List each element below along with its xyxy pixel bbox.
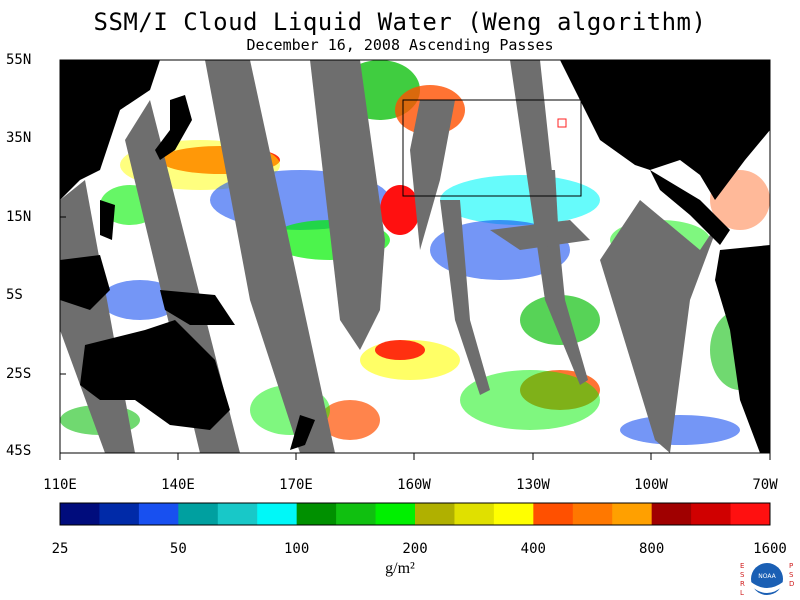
asia-land — [60, 60, 160, 200]
marker-box — [557, 118, 567, 128]
colorbar-swatch — [651, 503, 692, 525]
lat-label: 25S — [6, 366, 32, 382]
logo-letter: P — [789, 562, 793, 570]
colorbar-tick-label: 800 — [639, 541, 665, 557]
colorbar-swatch — [296, 503, 337, 525]
lon-label: 130W — [516, 477, 550, 493]
colorbar-swatch — [454, 503, 495, 525]
colorbar-tick-label: 25 — [51, 541, 69, 557]
land — [60, 60, 770, 453]
lat-label: 15N — [6, 209, 32, 225]
map-frame — [59, 59, 771, 454]
colorbar-swatch — [257, 503, 298, 525]
philippines-land — [100, 200, 115, 240]
logo-letter: S — [740, 571, 745, 579]
lon-label: 170E — [279, 477, 313, 493]
colorbar-swatch — [415, 503, 455, 525]
lat-label: 5S — [6, 287, 23, 303]
logo-letter: D — [789, 580, 794, 588]
colorbar-swatch — [336, 503, 377, 525]
lat-label: 35N — [6, 130, 32, 146]
colorbar-swatch — [178, 503, 219, 525]
colorbar-swatch — [730, 503, 771, 525]
colorbar-swatch — [691, 503, 732, 525]
colorbar-tick-label: 400 — [520, 541, 546, 557]
colorbar-swatch — [375, 503, 416, 525]
lon-label: 70W — [752, 477, 778, 493]
map-title: SSM/I Cloud Liquid Water (Weng algorithm… — [93, 8, 707, 36]
central-america-land — [650, 170, 730, 245]
colorbar-swatch — [99, 503, 140, 525]
new-guinea-land — [160, 290, 235, 325]
lat-label: 55N — [6, 52, 32, 68]
colorbar — [59, 502, 771, 526]
logo-letter: S — [789, 571, 794, 579]
inset-box — [402, 99, 582, 197]
lon-label: 100W — [634, 477, 668, 493]
logo-center-text: NOAA — [758, 573, 776, 580]
japan-land — [155, 95, 192, 160]
logo-letter: R — [740, 580, 745, 588]
lon-label: 160W — [397, 477, 431, 493]
lat-label: 45S — [6, 443, 32, 459]
axis-ticks — [59, 137, 771, 460]
south-america-land — [715, 245, 770, 453]
lon-label: 140E — [161, 477, 195, 493]
colorbar-swatch — [572, 503, 613, 525]
colorbar-swatch — [217, 503, 258, 525]
colorbar-swatch — [612, 503, 653, 525]
colorbar-tick-label: 50 — [169, 541, 187, 557]
colorbar-frame — [59, 502, 771, 526]
map-subtitle: December 16, 2008 Ascending Passes — [246, 36, 554, 54]
lon-label: 110E — [43, 477, 77, 493]
indonesia-land — [60, 255, 110, 310]
logo-letter: E — [740, 562, 744, 570]
colorbar-tick-label: 100 — [284, 541, 310, 557]
north-america-land — [560, 60, 770, 200]
colorbar-tick-label: 1600 — [753, 541, 787, 557]
colorbar-tick-label: 200 — [402, 541, 428, 557]
logo-letter: L — [740, 589, 744, 597]
colorbar-swatch — [533, 503, 574, 525]
new-zealand-land — [290, 415, 315, 450]
colorbar-swatch — [493, 503, 534, 525]
australia-land — [80, 320, 230, 430]
colorbar-swatch — [60, 503, 100, 525]
units-label: g/m² — [385, 560, 415, 577]
colorbar-swatch — [138, 503, 179, 525]
